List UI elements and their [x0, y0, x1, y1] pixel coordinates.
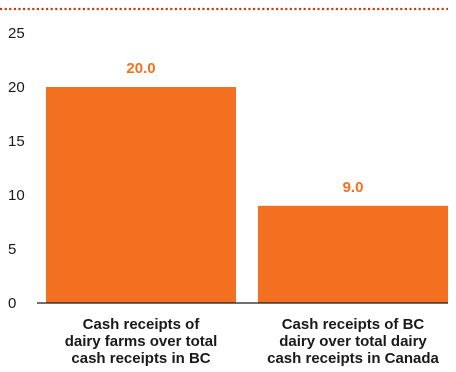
category-label: Cash receipts of dairy farms over total ca… [65, 316, 218, 367]
category-label-line: dairy over total dairy [279, 333, 427, 350]
data-labels: 20.0 9.0 [126, 60, 363, 196]
y-tick-label: 25 [8, 25, 25, 42]
category-labels: Cash receipts of dairy farms over total ca… [65, 316, 440, 367]
y-axis-ticks: 0 5 10 15 20 25 [8, 25, 25, 312]
category-label-line: Cash receipts of [83, 316, 201, 333]
bar-value-label: 20.0 [126, 60, 155, 77]
category-label-line: dairy farms over total [65, 333, 218, 350]
y-tick-label: 15 [8, 133, 25, 150]
y-tick-label: 10 [8, 187, 25, 204]
category-label-line: cash receipts in BC [71, 350, 210, 367]
y-tick-label: 20 [8, 79, 25, 96]
category-label-line: cash receipts in Canada [267, 350, 439, 367]
y-tick-label: 5 [8, 241, 16, 258]
bar [46, 87, 236, 303]
bar [258, 205, 448, 303]
category-label-line: Cash receipts of BC [282, 316, 425, 333]
bar-value-label: 9.0 [343, 179, 364, 196]
bars [46, 87, 448, 303]
category-label: Cash receipts of BC dairy over total dair… [267, 316, 439, 367]
y-tick-label: 0 [8, 295, 16, 312]
